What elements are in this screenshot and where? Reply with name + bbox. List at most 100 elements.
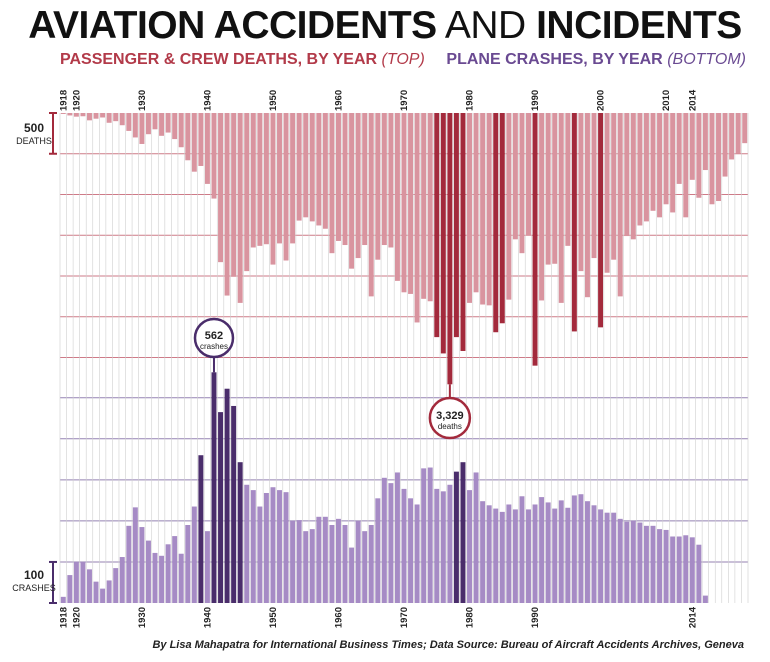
deaths-bar xyxy=(434,113,440,338)
deaths-bar xyxy=(224,113,230,296)
crash-bar xyxy=(702,595,708,603)
deaths-bar xyxy=(571,113,577,332)
crash-bar xyxy=(198,455,204,603)
deaths-bar xyxy=(401,113,407,293)
crash-bar xyxy=(375,498,381,603)
crash-bar xyxy=(532,504,538,603)
deaths-bar xyxy=(702,113,708,171)
deaths-bar xyxy=(106,113,112,123)
crashes-scale-unit: CRASHES xyxy=(12,583,56,593)
crash-bar xyxy=(80,561,86,603)
crash-bar xyxy=(486,505,492,603)
deaths-bar xyxy=(178,113,184,148)
subtitle-deaths: PASSENGER & CREW DEATHS, BY YEAR (TOP) xyxy=(60,51,425,69)
crash-bar xyxy=(460,462,466,603)
deaths-bar xyxy=(211,113,217,199)
year-tick-label: 1980 xyxy=(465,607,476,628)
crash-bar xyxy=(526,509,531,603)
deaths-bar xyxy=(283,113,289,261)
title-part-incidents: INCIDENTS xyxy=(536,4,742,47)
crash-bar xyxy=(381,477,387,603)
crash-bar xyxy=(93,581,99,603)
deaths-bar xyxy=(336,113,341,241)
deaths-bar xyxy=(381,113,387,246)
crash-bar xyxy=(178,553,184,603)
deaths-bar xyxy=(709,113,715,205)
deaths-bar xyxy=(676,113,682,184)
crash-bar xyxy=(60,596,66,603)
crash-bar xyxy=(172,536,178,603)
deaths-bar xyxy=(663,113,669,205)
crash-bar xyxy=(277,490,282,603)
year-tick-label: 1960 xyxy=(333,90,344,111)
year-tick-label: 1950 xyxy=(268,607,279,628)
deaths-bar xyxy=(499,113,505,324)
callout-crashes: 562 crashes xyxy=(193,317,235,373)
year-tick-label: 2000 xyxy=(596,90,607,111)
deaths-bar xyxy=(322,113,328,229)
crash-bar xyxy=(231,405,237,603)
crash-bar xyxy=(689,537,695,603)
year-tick-label: 1950 xyxy=(268,90,279,111)
callout-deaths-circle xyxy=(428,396,472,440)
deaths-bar xyxy=(388,113,394,248)
crash-bar xyxy=(106,580,112,603)
deaths-bar xyxy=(440,113,446,354)
year-tick-label: 1970 xyxy=(399,607,410,628)
deaths-bar xyxy=(735,113,741,154)
crash-bar xyxy=(453,471,459,603)
deaths-bar xyxy=(486,113,492,306)
crash-bar xyxy=(244,484,250,603)
deaths-bar xyxy=(617,113,623,297)
deaths-bar xyxy=(506,113,512,300)
crash-bar xyxy=(224,388,230,603)
deaths-bar xyxy=(309,113,315,222)
callout-deaths-value: 3,329 xyxy=(436,410,464,422)
year-tick-label: 1930 xyxy=(137,90,148,111)
deaths-bar xyxy=(453,113,459,338)
crash-bar xyxy=(499,511,505,603)
crash-bar xyxy=(388,483,394,603)
deaths-bar xyxy=(493,113,499,333)
deaths-bar xyxy=(722,113,728,177)
crash-bar xyxy=(113,568,119,603)
deaths-bar xyxy=(191,113,197,172)
crash-bar xyxy=(591,505,597,603)
deaths-bar xyxy=(578,113,584,272)
deaths-scale-unit: DEATHS xyxy=(16,136,52,146)
deaths-bar xyxy=(198,113,204,166)
year-tick-label: 1940 xyxy=(202,607,213,628)
crash-bar xyxy=(643,525,649,603)
deaths-bar xyxy=(172,113,178,140)
crash-bar xyxy=(316,516,322,603)
crash-bar xyxy=(650,525,656,603)
deaths-bar xyxy=(558,113,564,303)
deaths-bar xyxy=(80,113,86,117)
top-year-ticks: 1918 1920 1930 1940 1950 1960 1970 1980 1990 2000… xyxy=(58,89,698,111)
crash-bar xyxy=(506,504,512,603)
crash-bar xyxy=(571,495,577,603)
deaths-bar xyxy=(263,113,269,245)
deaths-bar xyxy=(152,113,158,130)
deaths-bar xyxy=(650,113,656,211)
crash-bar xyxy=(545,502,551,603)
deaths-bar xyxy=(716,113,721,202)
crash-bar xyxy=(355,520,361,603)
deaths-bar xyxy=(539,113,545,301)
deaths-bar xyxy=(277,113,282,244)
year-tick-label: 1980 xyxy=(465,90,476,111)
deaths-bar xyxy=(598,113,604,328)
crash-bar xyxy=(617,518,623,603)
crash-bar xyxy=(303,531,309,603)
deaths-bar xyxy=(73,113,79,117)
crash-bar xyxy=(100,588,106,603)
deaths-bar xyxy=(604,113,610,273)
bottom-year-ticks: 1918 1920 1930 1940 1950 1960 1970 1980 1990 2014 xyxy=(58,606,698,628)
deaths-bar xyxy=(342,113,348,246)
crash-bar xyxy=(696,544,702,603)
deaths-scale-value: 500 xyxy=(23,121,45,135)
deaths-bar xyxy=(113,113,119,122)
deaths-bar xyxy=(394,113,400,281)
crash-bar xyxy=(467,490,472,603)
deaths-bar xyxy=(519,113,525,254)
